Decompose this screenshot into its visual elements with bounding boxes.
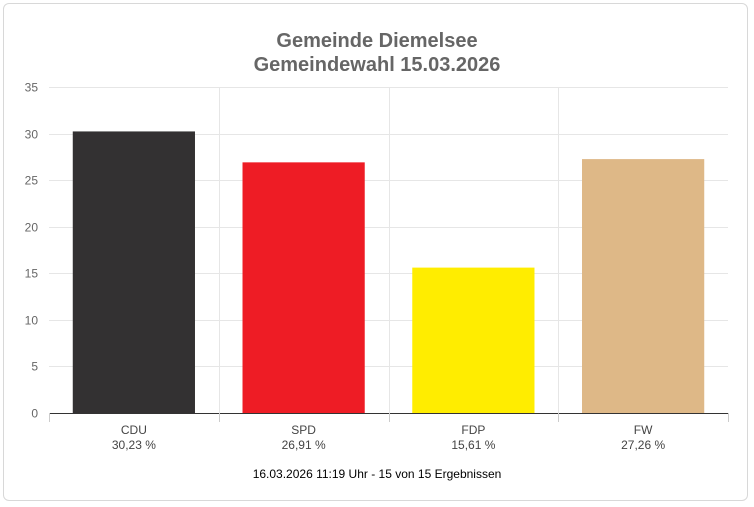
chart-footer: 16.03.2026 11:19 Uhr - 15 von 15 Ergebni… bbox=[252, 467, 502, 481]
x-category-label: SPD bbox=[291, 423, 316, 437]
x-category-label: FW bbox=[634, 423, 653, 437]
chart-title: Gemeinde Diemelsee bbox=[276, 30, 478, 52]
x-value-label: 26,91 % bbox=[282, 438, 326, 452]
y-tick-label: 0 bbox=[31, 407, 38, 421]
bar-fdp bbox=[412, 267, 535, 413]
y-tick-label: 15 bbox=[25, 267, 39, 281]
y-tick-label: 10 bbox=[25, 314, 39, 328]
chart-subtitle: Gemeindewahl 15.03.2026 bbox=[253, 54, 501, 76]
x-category-label: FDP bbox=[461, 423, 485, 437]
y-tick-label: 5 bbox=[31, 360, 38, 374]
x-value-label: 27,26 % bbox=[621, 438, 665, 452]
x-category-label: CDU bbox=[121, 423, 147, 437]
y-tick-label: 35 bbox=[25, 81, 39, 95]
x-value-label: 30,23 % bbox=[112, 438, 156, 452]
bar-fw bbox=[582, 159, 705, 413]
y-tick-label: 25 bbox=[25, 174, 39, 188]
y-tick-label: 30 bbox=[25, 128, 39, 142]
bar-cdu bbox=[72, 131, 195, 413]
y-tick-label: 20 bbox=[25, 221, 39, 235]
x-value-label: 15,61 % bbox=[451, 438, 495, 452]
bar-spd bbox=[242, 162, 365, 413]
